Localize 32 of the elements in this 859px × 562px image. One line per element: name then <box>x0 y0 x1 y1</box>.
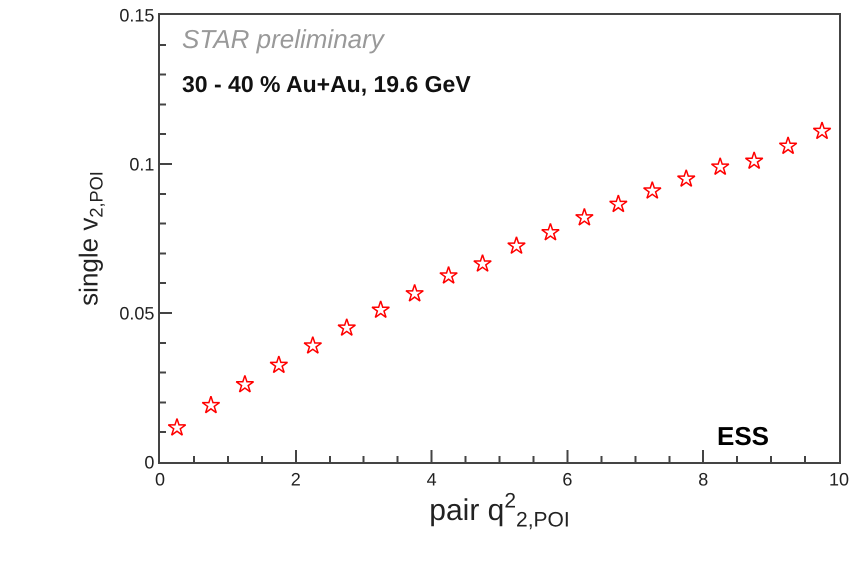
point <box>235 374 254 393</box>
y-tick-label: 0.15 <box>119 5 154 26</box>
x-tick-label: 8 <box>698 470 708 490</box>
point <box>710 157 730 176</box>
point <box>168 418 186 436</box>
x-tick-label: 4 <box>426 470 437 490</box>
point <box>608 194 628 212</box>
annotation: STAR preliminary <box>182 24 386 54</box>
point <box>676 169 696 188</box>
x-tick-label: 2 <box>290 470 301 490</box>
point <box>269 355 288 374</box>
point <box>405 284 424 302</box>
y-tick-label: 0.1 <box>129 154 154 174</box>
point <box>439 266 458 284</box>
point <box>744 151 764 170</box>
point <box>303 336 322 354</box>
x-tick-label: 6 <box>562 470 572 490</box>
point <box>812 121 832 140</box>
point <box>574 208 594 226</box>
point <box>541 222 560 241</box>
point <box>778 136 798 154</box>
annotation: ESS <box>717 421 770 451</box>
x-tick-label: 10 <box>828 470 850 490</box>
point <box>473 254 492 272</box>
y-tick-label: 0.05 <box>119 303 154 324</box>
point <box>202 396 220 414</box>
annotation: 30 - 40 % Au+Au, 19.6 GeV <box>182 71 472 97</box>
point <box>642 180 662 199</box>
point <box>371 300 390 318</box>
point <box>507 236 526 254</box>
point <box>337 318 356 336</box>
y-tick-label: 0 <box>144 452 154 472</box>
